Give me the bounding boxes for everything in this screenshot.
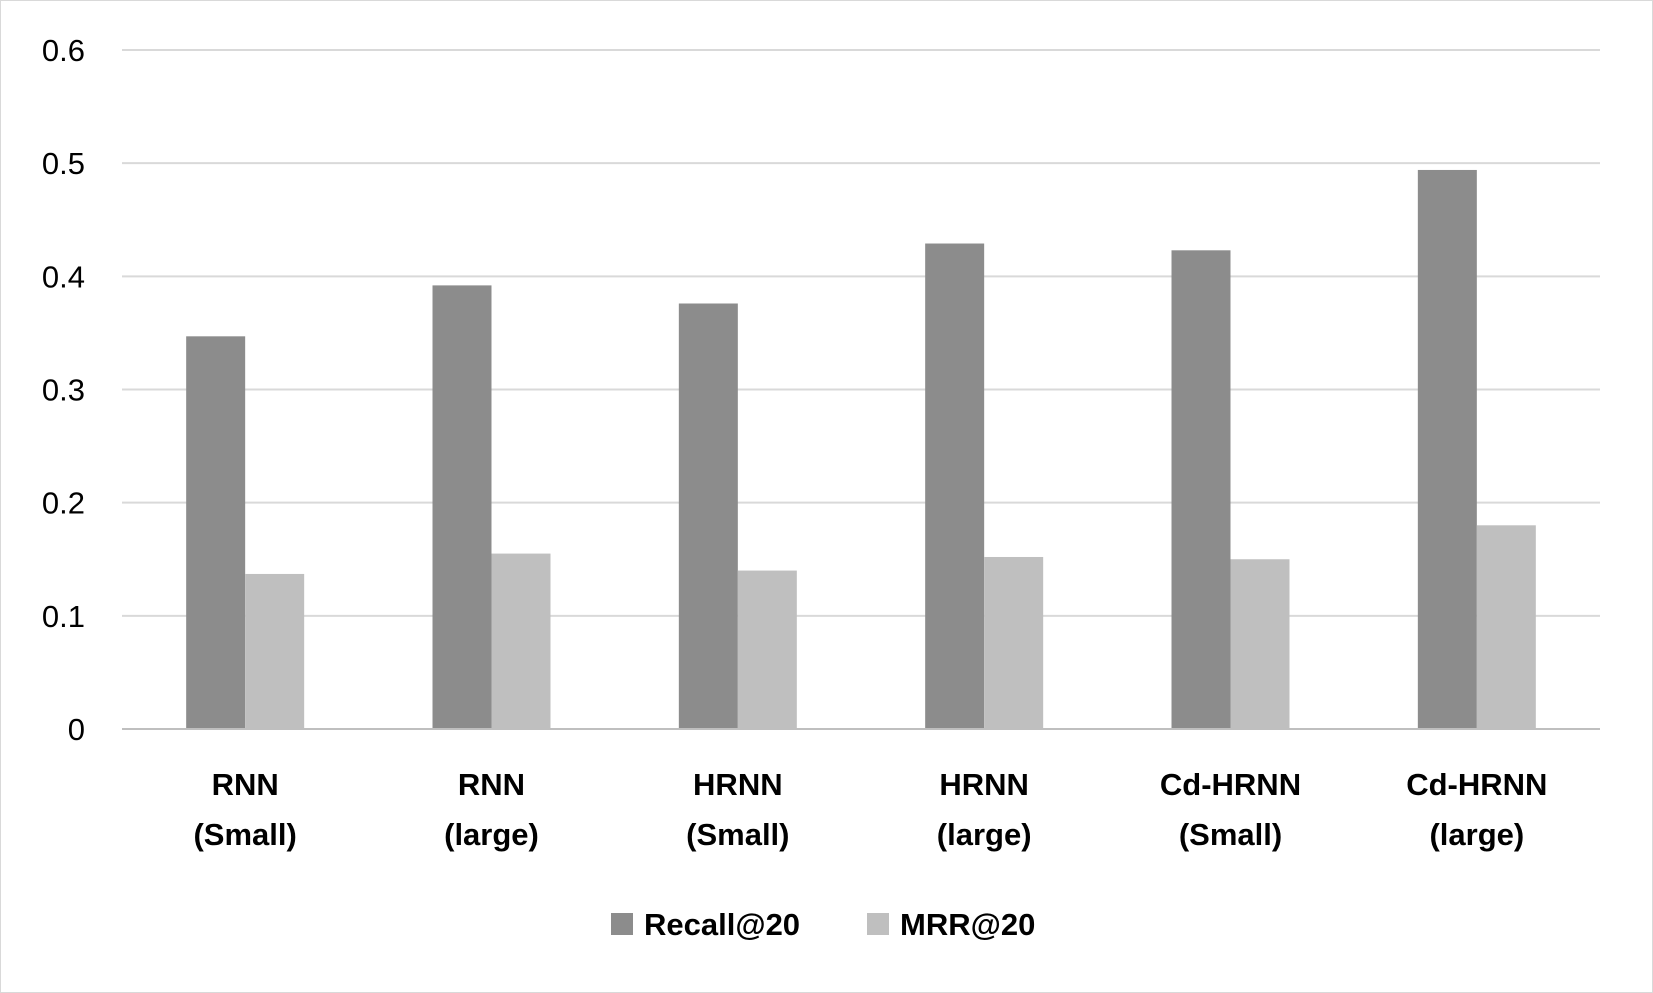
legend-swatch — [867, 913, 889, 935]
bar-mrr-20-4 — [1230, 559, 1290, 729]
legend-swatch — [611, 913, 633, 935]
x-tick-label-line: (large) — [1429, 817, 1524, 852]
bar-recall-20-1 — [432, 285, 492, 729]
x-tick-label-line: (large) — [937, 817, 1032, 852]
bar-recall-20-0 — [186, 336, 246, 729]
x-tick-label-line: RNN — [458, 767, 525, 802]
x-tick-label: Cd-HRNN (large) — [1406, 767, 1547, 852]
x-tick-label-line: (Small) — [1179, 817, 1282, 852]
x-tick-label-line: Cd-HRNN — [1160, 767, 1301, 802]
bar-mrr-20-5 — [1476, 525, 1536, 729]
x-tick-label-line: HRNN — [939, 767, 1029, 802]
x-tick-label-line: (large) — [444, 817, 539, 852]
y-tick-label: 0.3 — [42, 373, 85, 408]
x-tick-label: RNN (large) — [444, 767, 539, 852]
legend-label: MRR@20 — [900, 907, 1035, 942]
bar-recall-20-3 — [925, 243, 985, 729]
y-axis-tick-labels: 0 0.1 0.2 0.3 0.4 0.5 0.6 — [42, 33, 85, 747]
y-tick-label: 0.2 — [42, 486, 85, 521]
legend-label: Recall@20 — [644, 907, 800, 942]
x-tick-label-line: Cd-HRNN — [1406, 767, 1547, 802]
x-tick-label-line: RNN — [212, 767, 279, 802]
bar-mrr-20-2 — [737, 570, 797, 729]
bar-mrr-20-3 — [984, 556, 1044, 729]
gridlines — [122, 49, 1600, 617]
bars — [186, 169, 1536, 729]
x-tick-label: HRNN (Small) — [686, 767, 789, 852]
legend: Recall@20 MRR@20 — [611, 907, 1035, 942]
y-tick-label: 0.5 — [42, 146, 85, 181]
x-axis-tick-labels: RNN (Small) RNN (large) HRNN (Small) HRNN (larg… — [193, 767, 1547, 852]
x-tick-label-line: HRNN — [693, 767, 783, 802]
x-tick-label: RNN (Small) — [193, 767, 296, 852]
x-tick-label-line: (Small) — [686, 817, 789, 852]
x-tick-label: HRNN (large) — [937, 767, 1032, 852]
y-tick-label: 0 — [68, 712, 85, 747]
x-tick-label: Cd-HRNN (Small) — [1160, 767, 1301, 852]
y-tick-label: 0.4 — [42, 259, 85, 294]
bar-recall-20-2 — [678, 303, 738, 729]
y-tick-label: 0.6 — [42, 33, 85, 68]
bar-mrr-20-1 — [491, 553, 551, 729]
bar-mrr-20-0 — [245, 573, 305, 729]
bar-recall-20-5 — [1417, 169, 1477, 729]
x-tick-label-line: (Small) — [193, 817, 296, 852]
y-tick-label: 0.1 — [42, 599, 85, 634]
bar-recall-20-4 — [1171, 250, 1231, 729]
